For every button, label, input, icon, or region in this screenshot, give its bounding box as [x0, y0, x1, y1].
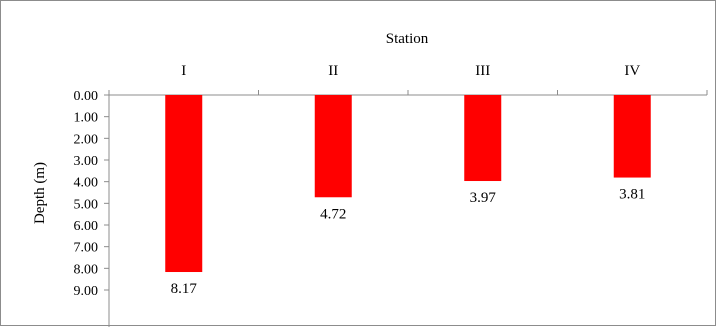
bar-data-label: 3.97 [470, 190, 497, 206]
y-tick-label: 7.00 [74, 241, 99, 256]
depth-bar [165, 95, 203, 273]
y-tick-label: 6.00 [74, 219, 99, 234]
chart-marks: 0.00 1.00 2.00 3.00 4.00 5.00 6.00 7.00 8.00 9.00… [74, 63, 708, 299]
y-tick-label: 0.00 [74, 89, 99, 104]
y-tick-label: 9.00 [74, 284, 99, 299]
y-tick-label: 2.00 [74, 132, 99, 147]
bar-data-label: 4.72 [320, 206, 346, 222]
depth-bar [464, 95, 502, 182]
bar-data-label: 3.81 [619, 187, 645, 203]
bar-data-label: 8.17 [171, 281, 198, 297]
depth-bar [613, 95, 651, 178]
x-category-label: IV [624, 63, 640, 79]
y-tick-label: 3.00 [74, 154, 99, 169]
y-tick-label: 4.00 [74, 176, 99, 191]
x-category-label: III [475, 63, 490, 79]
depth-bar [314, 95, 352, 198]
y-tick-label: 5.00 [74, 197, 99, 212]
x-category-label: I [181, 63, 186, 79]
x-category-label: II [328, 63, 338, 79]
y-axis-title: Depth (m) [32, 162, 48, 224]
y-tick-label: 1.00 [74, 111, 99, 126]
x-axis-title: Station [386, 31, 429, 47]
y-tick-label: 8.00 [74, 262, 99, 277]
